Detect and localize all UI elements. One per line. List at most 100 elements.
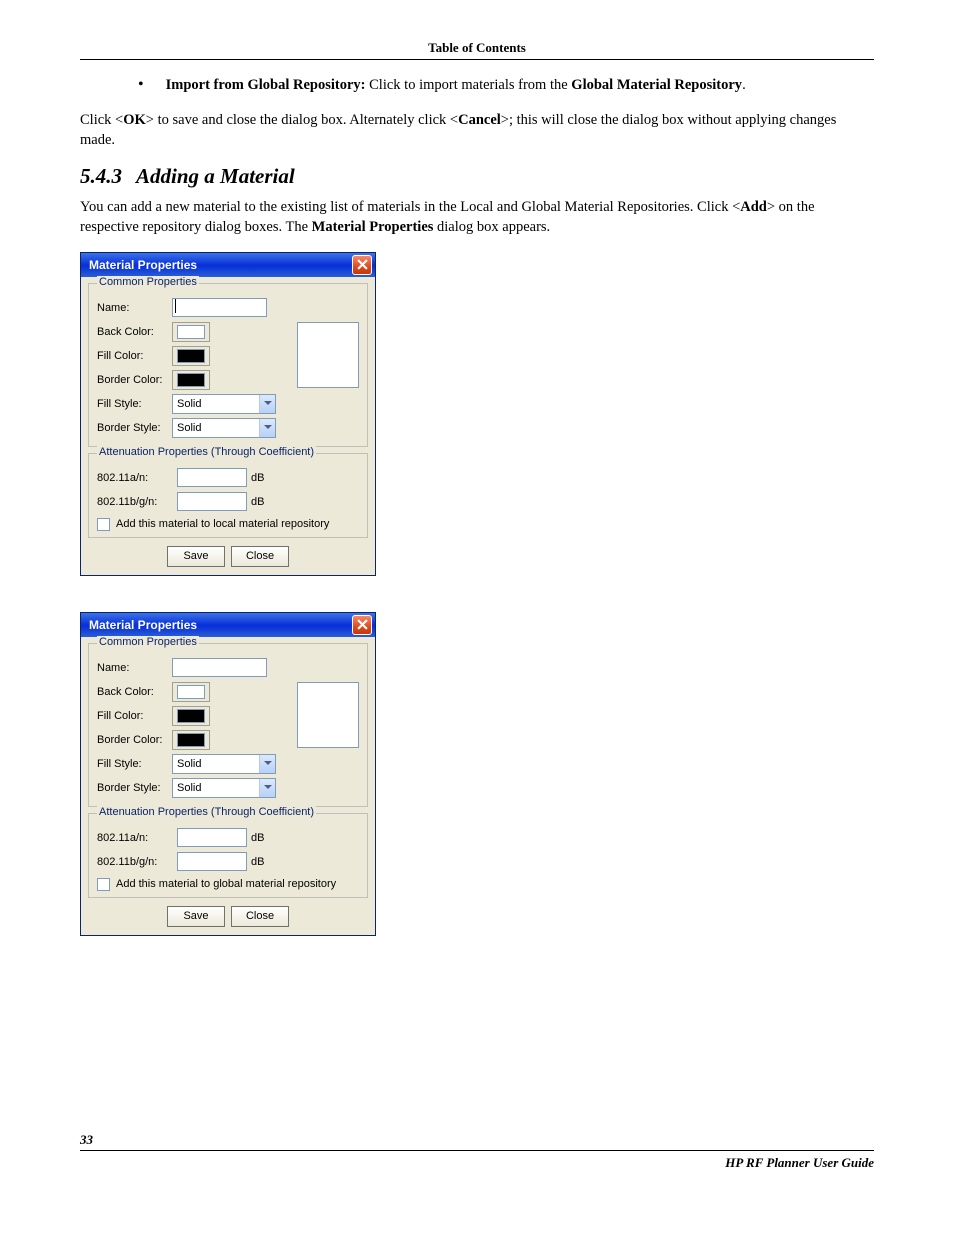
label-80211b: 802.11b/g/n: [97, 856, 177, 868]
label-border-color: Border Color: [97, 374, 172, 386]
border-color-swatch [177, 733, 205, 747]
save-button[interactable]: Save [167, 906, 225, 927]
material-preview [297, 682, 359, 748]
fill-color-picker[interactable] [172, 346, 210, 366]
unit-db-a: dB [251, 832, 264, 844]
label-fill-color: Fill Color: [97, 710, 172, 722]
save-button[interactable]: Save [167, 546, 225, 567]
dialog-button-row: Save Close [88, 906, 368, 927]
label-name: Name: [97, 302, 172, 314]
bullet-lead: Import from Global Repository: [166, 77, 366, 93]
row-checkbox-global: Add this material to global material rep… [97, 878, 359, 891]
dialog-title: Material Properties [89, 618, 197, 632]
label-border-style: Border Style: [97, 422, 172, 434]
fill-color-swatch [177, 349, 205, 363]
back-color-picker[interactable] [172, 682, 210, 702]
paragraph-add-material: You can add a new material to the existi… [80, 197, 874, 238]
checkbox-label-global: Add this material to global material rep… [116, 878, 336, 890]
chevron-down-icon [259, 395, 275, 413]
row-80211b: 802.11b/g/n: dB [97, 490, 359, 514]
heading-number: 5.4.3 [80, 164, 122, 188]
label-border-style: Border Style: [97, 782, 172, 794]
row-80211a: 802.11a/n: dB [97, 826, 359, 850]
checkbox-add-global[interactable] [97, 878, 110, 891]
border-style-select[interactable]: Solid [172, 778, 276, 798]
bullet-bold2: Global Material Repository [571, 77, 742, 93]
bullet-text: Import from Global Repository: Click to … [166, 76, 874, 96]
paragraph-ok-cancel: Click <OK> to save and close the dialog … [80, 110, 874, 151]
back-color-picker[interactable] [172, 322, 210, 342]
back-color-swatch [177, 325, 205, 339]
fill-style-value: Solid [177, 758, 201, 770]
footer-guide-title: HP RF Planner User Guide [80, 1155, 874, 1171]
border-style-value: Solid [177, 782, 201, 794]
atten-a-input[interactable] [177, 468, 247, 487]
chevron-down-icon [259, 779, 275, 797]
common-properties-group: Common Properties Name: Back Color: Fill… [88, 283, 368, 447]
fill-color-picker[interactable] [172, 706, 210, 726]
group-title-common: Common Properties [97, 276, 199, 288]
heading-text: Adding a Material [136, 164, 295, 188]
label-fill-color: Fill Color: [97, 350, 172, 362]
fill-style-value: Solid [177, 398, 201, 410]
label-name: Name: [97, 662, 172, 674]
page-number: 33 [80, 1132, 874, 1151]
titlebar[interactable]: Material Properties [81, 253, 375, 277]
p2-t1: You can add a new material to the existi… [80, 199, 740, 215]
p2-t3: dialog box appears. [433, 219, 550, 235]
p1-t2: > to save and close the dialog box. Alte… [146, 112, 458, 128]
atten-a-input[interactable] [177, 828, 247, 847]
dialog-title: Material Properties [89, 258, 197, 272]
p2-add: Add [740, 199, 767, 215]
page-footer: 33 HP RF Planner User Guide [80, 1132, 874, 1171]
section-heading: 5.4.3 Adding a Material [80, 164, 874, 189]
row-name: Name: [97, 656, 359, 680]
border-color-picker[interactable] [172, 730, 210, 750]
unit-db-a: dB [251, 472, 264, 484]
fill-style-select[interactable]: Solid [172, 394, 276, 414]
titlebar[interactable]: Material Properties [81, 613, 375, 637]
p1-cancel: Cancel [458, 112, 501, 128]
checkbox-label-local: Add this material to local material repo… [116, 518, 329, 530]
fill-color-swatch [177, 709, 205, 723]
label-fill-style: Fill Style: [97, 758, 172, 770]
border-color-swatch [177, 373, 205, 387]
text-cursor-icon [175, 299, 176, 313]
close-icon[interactable] [352, 615, 372, 635]
row-80211b: 802.11b/g/n: dB [97, 850, 359, 874]
border-color-picker[interactable] [172, 370, 210, 390]
unit-db-b: dB [251, 496, 264, 508]
checkbox-add-local[interactable] [97, 518, 110, 531]
name-input[interactable] [172, 298, 267, 317]
attenuation-group: Attenuation Properties (Through Coeffici… [88, 813, 368, 898]
material-properties-dialog-local: Material Properties Common Properties Na… [80, 252, 376, 576]
name-input[interactable] [172, 658, 267, 677]
dialog-body: Common Properties Name: Back Color: Fill… [81, 637, 375, 935]
back-color-swatch [177, 685, 205, 699]
p1-ok: OK [123, 112, 146, 128]
bullet-item: • Import from Global Repository: Click t… [138, 76, 874, 96]
border-style-value: Solid [177, 422, 201, 434]
row-fill-style: Fill Style: Solid [97, 392, 359, 416]
fill-style-select[interactable]: Solid [172, 754, 276, 774]
row-fill-style: Fill Style: Solid [97, 752, 359, 776]
label-80211a: 802.11a/n: [97, 832, 177, 844]
chevron-down-icon [259, 419, 275, 437]
label-fill-style: Fill Style: [97, 398, 172, 410]
bullet-dot-icon: • [138, 76, 144, 94]
row-checkbox-local: Add this material to local material repo… [97, 518, 359, 531]
close-icon[interactable] [352, 255, 372, 275]
atten-b-input[interactable] [177, 492, 247, 511]
close-button[interactable]: Close [231, 546, 289, 567]
row-border-style: Border Style: Solid [97, 416, 359, 440]
atten-b-input[interactable] [177, 852, 247, 871]
close-button[interactable]: Close [231, 906, 289, 927]
chevron-down-icon [259, 755, 275, 773]
p1-t1: Click < [80, 112, 123, 128]
group-title-attenuation: Attenuation Properties (Through Coeffici… [97, 446, 316, 458]
bullet-rest: Click to import materials from the [366, 77, 572, 93]
border-style-select[interactable]: Solid [172, 418, 276, 438]
bullet-end: . [742, 77, 746, 93]
label-80211a: 802.11a/n: [97, 472, 177, 484]
dialog-button-row: Save Close [88, 546, 368, 567]
